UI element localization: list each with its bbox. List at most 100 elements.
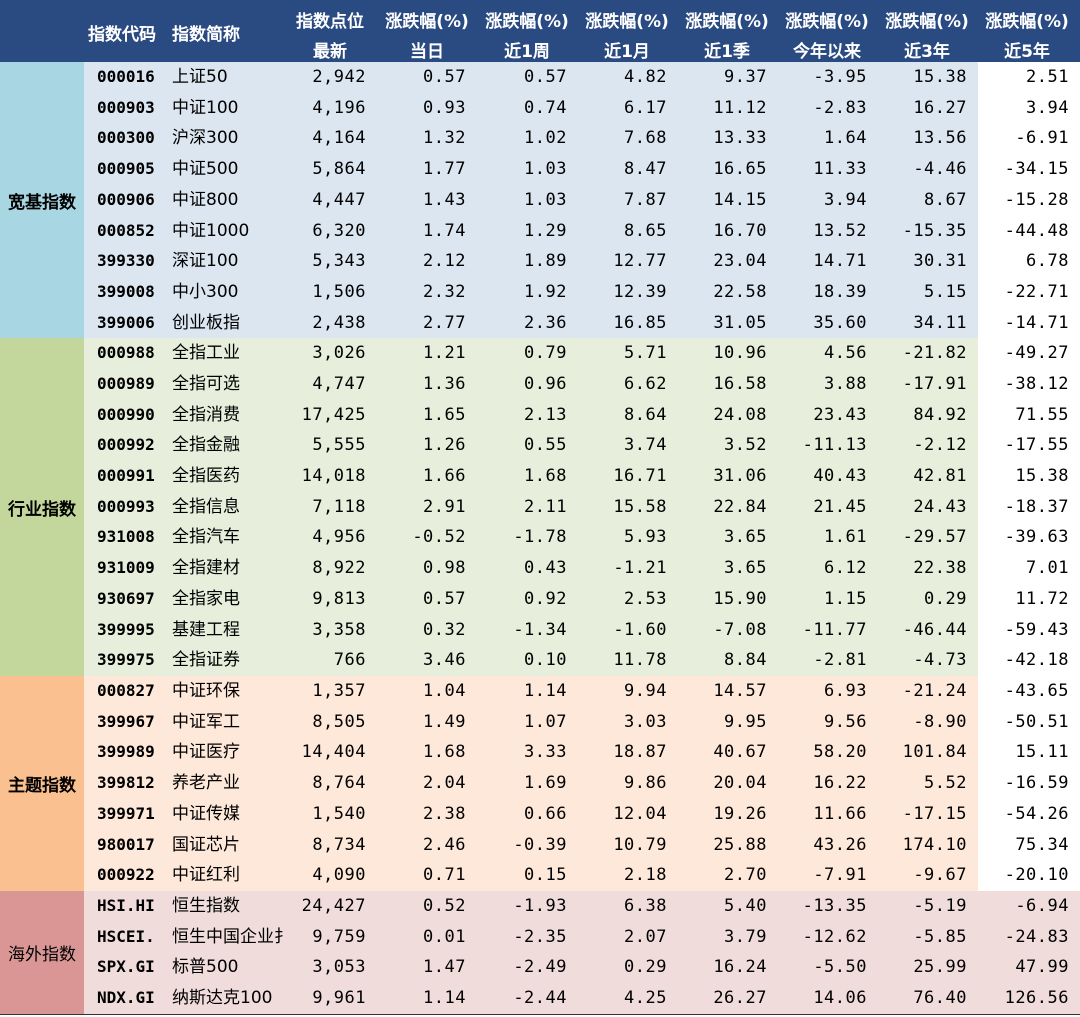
chg-3y-cell: -8.90 [913, 711, 967, 732]
header-chg-1q-bottom: 近1季 [704, 42, 750, 62]
chg-ytd-cell: 9.56 [824, 711, 867, 732]
index-name-cell: 中证100 [172, 97, 239, 118]
chg-1m-cell: 18.87 [613, 742, 667, 763]
chg-today-cell: 0.98 [423, 558, 466, 579]
chg-5y-cell: -50.51 [1004, 711, 1069, 732]
index-code-cell: 399995 [97, 619, 155, 639]
chg-1m-cell: -1.60 [613, 619, 667, 640]
chg-today-cell: 1.36 [423, 373, 466, 394]
index-code-cell: 000300 [97, 128, 155, 148]
chg-1q-cell: 13.33 [713, 128, 767, 149]
header-latest-level-bottom: 最新 [313, 42, 347, 62]
index-code-cell: 399967 [97, 711, 155, 731]
latest-level-cell: 1,357 [312, 681, 366, 701]
chg-3y-cell: 0.29 [924, 588, 967, 609]
index-code-cell: 000993 [97, 496, 155, 516]
last-column-bg [978, 62, 1080, 339]
chg-today-cell: 1.21 [423, 343, 466, 364]
index-name-cell: 养老产业 [172, 773, 240, 794]
chg-ytd-cell: 16.22 [813, 773, 867, 794]
chg-ytd-cell: 58.20 [813, 742, 867, 763]
latest-level-cell: 5,343 [312, 251, 366, 272]
table-row: 000992 全指金融 5,555 1.26 0.55 3.74 3.52 -11.13 -2.… [0, 430, 1080, 461]
chg-1m-cell: 16.85 [613, 312, 667, 333]
chg-today-cell: 2.04 [423, 773, 466, 794]
chg-3y-cell: -15.35 [902, 220, 967, 241]
last-column-bg [978, 890, 1080, 1014]
index-code-cell: 931008 [97, 527, 155, 547]
chg-1q-cell: 26.27 [713, 987, 767, 1008]
header-index-name-top: 指数简称 [172, 25, 240, 45]
chg-1w-cell: 2.36 [524, 312, 567, 333]
chg-5y-cell: -38.12 [1004, 373, 1069, 394]
index-name-cell: 基建工程 [172, 619, 240, 640]
chg-1w-cell: 0.10 [524, 650, 567, 671]
index-name-cell: 全指消费 [172, 404, 240, 425]
latest-level-cell: 4,747 [312, 373, 366, 394]
chg-3y-cell: 13.56 [913, 128, 967, 149]
chg-1q-cell: 20.04 [713, 773, 767, 794]
index-code-cell: 399812 [97, 773, 155, 793]
table-header: 指数代码 指数简称 指数点位 涨跌幅(%) 涨跌幅(%) 涨跌幅(%) 涨跌幅(%) 涨跌幅(… [0, 0, 1080, 62]
chg-1q-cell: 14.57 [713, 681, 767, 701]
chg-today-cell: 0.57 [423, 588, 466, 609]
chg-5y-cell: 71.55 [1015, 404, 1069, 425]
index-name-cell: 中证红利 [172, 865, 240, 886]
chg-3y-cell: -17.15 [902, 803, 967, 824]
header-chg-5y-bottom: 近5年 [1004, 42, 1050, 62]
index-name-cell: 中证500 [172, 159, 239, 180]
chg-ytd-cell: 13.52 [813, 220, 867, 241]
chg-1q-cell: 3.52 [724, 435, 767, 456]
chg-1q-cell: 19.26 [713, 803, 767, 824]
chg-ytd-cell: 23.43 [813, 404, 867, 425]
chg-3y-cell: 22.38 [913, 558, 967, 579]
latest-level-cell: 9,813 [312, 588, 366, 609]
chg-today-cell: 0.93 [423, 97, 466, 118]
chg-5y-cell: -39.63 [1004, 527, 1069, 548]
chg-today-cell: 1.47 [423, 957, 466, 978]
chg-1q-cell: 11.12 [713, 97, 767, 118]
chg-1w-cell: 2.11 [524, 496, 567, 517]
table-row: 399006 创业板指 2,438 2.77 2.36 16.85 31.05 35.60 34… [0, 308, 1080, 339]
chg-1m-cell: 5.93 [624, 527, 667, 548]
chg-ytd-cell: 3.88 [824, 373, 867, 394]
chg-5y-cell: -44.48 [1004, 220, 1069, 241]
index-code-cell: NDX.GI [97, 987, 155, 1007]
chg-5y-cell: -15.28 [1004, 189, 1069, 210]
index-name-cell: 中证800 [172, 189, 239, 210]
index-code-cell: HSI.HI [97, 895, 155, 915]
chg-1q-cell: 31.06 [713, 466, 767, 487]
table-row: NDX.GI 纳斯达克100 9,961 1.14 -2.44 4.25 26.27 14.0… [0, 983, 1080, 1014]
chg-3y-cell: 8.67 [924, 189, 967, 210]
chg-1w-cell: 1.03 [524, 189, 567, 210]
chg-1w-cell: 1.07 [524, 711, 567, 732]
chg-1w-cell: 0.55 [524, 435, 567, 456]
table-row: 000991 全指医药 14,018 1.66 1.68 16.71 31.06 40.43 4… [0, 461, 1080, 492]
chg-1w-cell: 1.69 [524, 773, 567, 794]
index-code-cell: 000922 [97, 865, 155, 885]
chg-1q-cell: 40.67 [713, 742, 767, 763]
chg-ytd-cell: -13.35 [802, 895, 867, 916]
header-chg-5y-top: 涨跌幅(%) [985, 12, 1069, 32]
chg-1q-cell: 3.65 [724, 527, 767, 548]
header-chg-today-bottom: 当日 [410, 42, 444, 62]
table-row: 000993 全指信息 7,118 2.91 2.11 15.58 22.84 21.45 24… [0, 492, 1080, 523]
index-code-cell: HSCEI. [97, 926, 155, 946]
index-name-cell: 全指汽车 [172, 527, 240, 548]
chg-1w-cell: 0.92 [524, 588, 567, 609]
chg-ytd-cell: 35.60 [813, 312, 867, 333]
table-row: 931008 全指汽车 4,956 -0.52 -1.78 5.93 3.65 1.61 -29… [0, 522, 1080, 553]
chg-1m-cell: 9.94 [624, 681, 667, 701]
chg-5y-cell: -6.94 [1015, 895, 1069, 916]
chg-3y-cell: -21.24 [902, 681, 967, 701]
chg-1q-cell: 24.08 [713, 404, 767, 425]
header-chg-1w-bottom: 近1周 [504, 42, 550, 62]
index-name-cell: 全指金融 [172, 435, 240, 456]
chg-3y-cell: 5.15 [924, 281, 967, 302]
group-label: 海外指数 [0, 890, 84, 1014]
latest-level-cell: 9,961 [312, 987, 366, 1008]
index-name-cell: 沪深300 [172, 128, 239, 149]
index-code-cell: 000903 [97, 97, 155, 117]
chg-5y-cell: 15.38 [1015, 466, 1069, 487]
chg-3y-cell: 101.84 [902, 742, 967, 763]
